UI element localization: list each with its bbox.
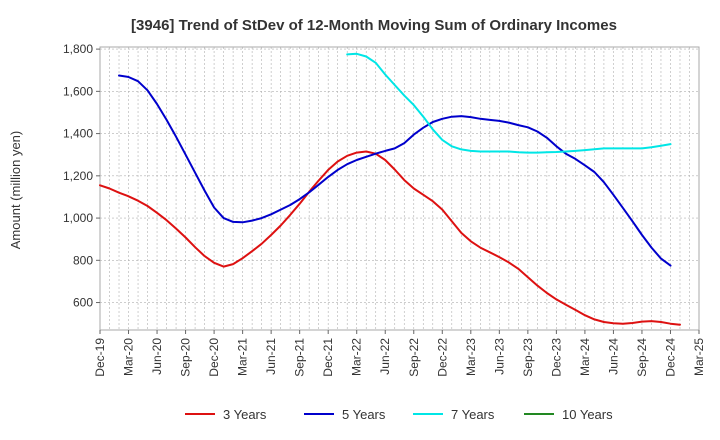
legend: 3 Years 5 Years 7 Years 10 Years: [185, 407, 613, 422]
x-tick-label: Jun-22: [378, 338, 392, 375]
legend-label: 7 Years: [451, 407, 495, 422]
series-lines: [99, 52, 681, 326]
legend-label: 10 Years: [562, 407, 613, 422]
y-tick-label: 1,800: [63, 42, 93, 56]
x-tick-label: Sep-23: [521, 338, 535, 377]
x-tick-label: Dec-19: [93, 338, 107, 377]
x-tick-label: Dec-23: [549, 338, 563, 377]
legend-label: 5 Years: [342, 407, 386, 422]
x-tick-label: Dec-22: [435, 338, 449, 377]
x-tick-label: Mar-22: [350, 338, 364, 376]
y-tick-label: 600: [73, 296, 93, 310]
x-tick-label: Dec-21: [321, 338, 335, 377]
y-axis-label: Amount (million yen): [8, 131, 23, 250]
x-tick-label: Sep-22: [407, 338, 421, 377]
chart-title: [3946] Trend of StDev of 12-Month Moving…: [131, 17, 617, 34]
plot-area: [99, 46, 700, 331]
legend-label: 3 Years: [223, 407, 267, 422]
x-tick-label: Sep-21: [293, 338, 307, 377]
series-line-7-years: [346, 52, 672, 154]
x-tick-label: Mar-24: [578, 338, 592, 376]
x-tick-label: Sep-24: [635, 338, 649, 377]
x-tick-label: Dec-24: [663, 338, 677, 377]
x-tick-label: Mar-25: [692, 338, 706, 376]
y-tick-label: 1,400: [63, 127, 93, 141]
x-tick-label: Jun-24: [606, 338, 620, 375]
x-tick-label: Jun-21: [264, 338, 278, 375]
series-line-3-years: [99, 150, 681, 326]
series-line-5-years: [118, 74, 672, 267]
x-axis-ticks: Dec-19 Mar-20 Jun-20 Sep-20 Dec-20 Mar-21 Jun-…: [93, 330, 706, 377]
x-tick-label: Jun-23: [492, 338, 506, 375]
y-tick-label: 1,600: [63, 84, 93, 98]
x-tick-label: Dec-20: [207, 338, 221, 377]
y-tick-label: 1,000: [63, 211, 93, 225]
x-tick-label: Sep-20: [179, 338, 193, 377]
x-tick-label: Mar-20: [122, 338, 136, 376]
y-tick-label: 800: [73, 253, 93, 267]
x-tick-label: Mar-23: [464, 338, 478, 376]
y-axis-ticks: 600 800 1,000 1,200 1,400 1,600 1,800: [63, 42, 100, 310]
x-tick-label: Jun-20: [150, 338, 164, 375]
y-tick-label: 1,200: [63, 169, 93, 183]
x-tick-label: Mar-21: [236, 338, 250, 376]
